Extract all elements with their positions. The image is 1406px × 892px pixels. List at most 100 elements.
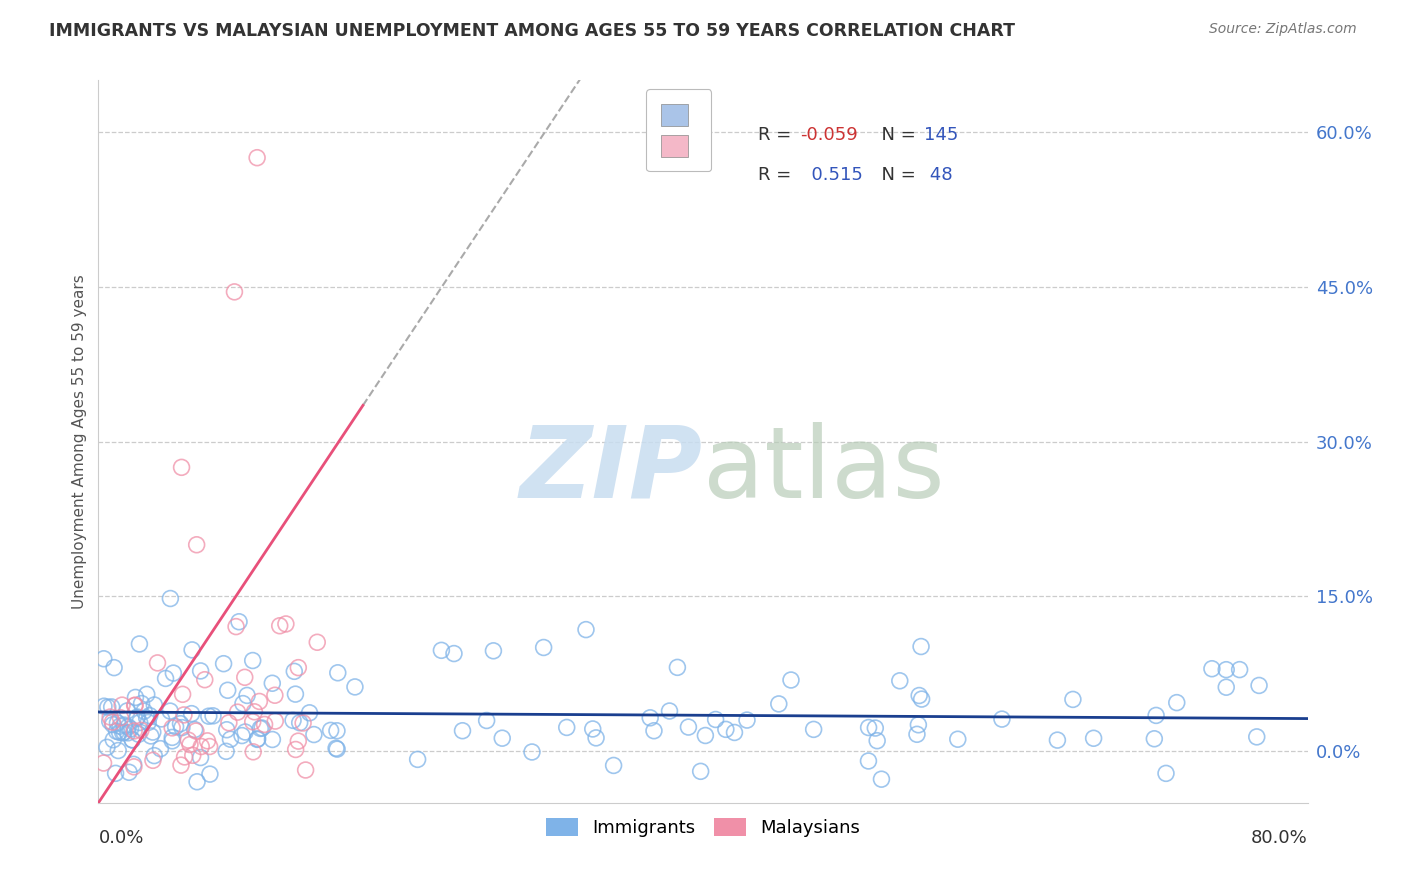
Point [173, 750, 195, 764]
Point [170, 460, 193, 475]
Point [555, 721, 578, 735]
Point [132, 704, 155, 718]
Point [243, 705, 266, 719]
Point [533, 640, 555, 655]
Point [231, 729, 253, 743]
Point [224, 285, 246, 299]
Point [1144, 708, 1167, 723]
Point [991, 712, 1014, 726]
Point [197, 734, 219, 748]
Point [121, 732, 143, 747]
Point [666, 660, 689, 674]
Point [125, 711, 148, 725]
Point [263, 688, 285, 702]
Point [194, 673, 217, 687]
Point [136, 715, 159, 730]
Point [169, 716, 191, 731]
Point [184, 724, 207, 739]
Point [768, 697, 790, 711]
Point [181, 643, 204, 657]
Point [585, 731, 607, 745]
Point [430, 643, 453, 657]
Point [1083, 731, 1105, 746]
Point [232, 697, 254, 711]
Point [122, 723, 145, 738]
Point [602, 758, 624, 772]
Point [103, 732, 125, 747]
Point [177, 733, 200, 747]
Text: IMMIGRANTS VS MALAYSIAN UNEMPLOYMENT AMONG AGES 55 TO 59 YEARS CORRELATION CHART: IMMIGRANTS VS MALAYSIAN UNEMPLOYMENT AMO… [49, 22, 1015, 40]
Point [93, 652, 115, 666]
Point [100, 700, 122, 714]
Point [242, 745, 264, 759]
Point [242, 714, 264, 729]
Point [104, 766, 127, 780]
Point [112, 725, 135, 739]
Point [150, 712, 173, 726]
Point [198, 767, 221, 781]
Point [575, 623, 598, 637]
Point [1229, 663, 1251, 677]
Text: -0.059: -0.059 [800, 126, 858, 144]
Point [284, 742, 307, 756]
Point [162, 666, 184, 681]
Point [190, 664, 212, 678]
Point [122, 757, 145, 772]
Point [124, 698, 146, 713]
Point [218, 715, 240, 730]
Point [135, 711, 157, 725]
Point [302, 727, 325, 741]
Point [115, 704, 138, 718]
Point [325, 741, 347, 756]
Point [910, 692, 932, 706]
Point [183, 723, 205, 737]
Point [889, 673, 911, 688]
Point [202, 708, 225, 723]
Text: Source: ZipAtlas.com: Source: ZipAtlas.com [1209, 22, 1357, 37]
Point [1246, 730, 1268, 744]
Point [443, 647, 465, 661]
Point [858, 721, 880, 735]
Point [451, 723, 474, 738]
Point [108, 725, 131, 739]
Text: R =: R = [758, 126, 797, 144]
Point [262, 676, 284, 690]
Point [103, 660, 125, 674]
Point [1143, 731, 1166, 746]
Point [131, 697, 153, 711]
Point [110, 711, 132, 725]
Point [217, 683, 239, 698]
Point [307, 635, 329, 649]
Point [643, 723, 665, 738]
Text: 145: 145 [924, 126, 957, 144]
Point [281, 714, 304, 728]
Point [288, 715, 311, 730]
Point [1046, 733, 1069, 747]
Point [198, 739, 221, 754]
Point [225, 619, 247, 633]
Point [128, 637, 150, 651]
Point [482, 644, 505, 658]
Point [326, 723, 349, 738]
Point [269, 619, 291, 633]
Point [93, 756, 115, 770]
Point [253, 717, 276, 731]
Point [406, 752, 429, 766]
Point [111, 698, 134, 712]
Point [1247, 678, 1270, 692]
Point [908, 689, 931, 703]
Point [233, 725, 256, 739]
Point [98, 710, 121, 724]
Point [121, 733, 143, 747]
Point [233, 670, 256, 684]
Point [122, 760, 145, 774]
Point [283, 665, 305, 679]
Point [172, 687, 194, 701]
Point [97, 700, 120, 714]
Point [93, 699, 115, 714]
Point [658, 704, 681, 718]
Point [179, 738, 201, 752]
Point [866, 733, 889, 747]
Y-axis label: Unemployment Among Ages 55 to 59 years: Unemployment Among Ages 55 to 59 years [72, 274, 87, 609]
Point [107, 743, 129, 757]
